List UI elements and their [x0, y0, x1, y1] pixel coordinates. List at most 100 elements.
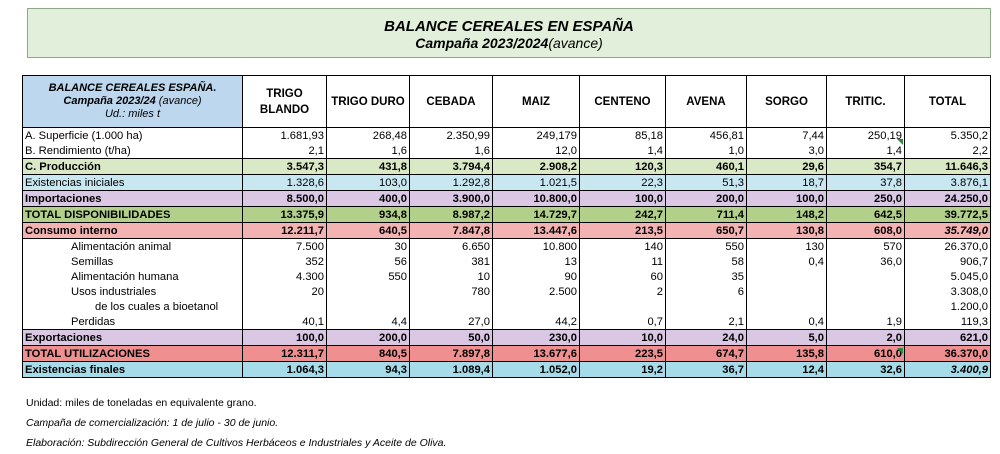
cell	[492, 299, 580, 314]
cell: 200,0	[665, 190, 747, 207]
cell: 223,5	[579, 345, 666, 362]
cell: 44,2	[492, 314, 580, 330]
cell-total: 24.250,0	[904, 190, 991, 207]
cell: 640,5	[326, 222, 410, 239]
row-alimentacion-animal: Alimentación animal 7.500 30 6.650 10.80…	[22, 238, 991, 254]
comment-marker-icon	[897, 139, 903, 145]
cell: 12,0	[492, 143, 580, 159]
cell: 2,0	[826, 329, 905, 346]
cell: 268,48	[326, 127, 410, 143]
page-title: BALANCE CEREALES EN ESPAÑA	[384, 18, 634, 35]
cell-total: 36.370,0	[904, 345, 991, 362]
row-importaciones: Importaciones 8.500,0 400,0 3.900,0 10.8…	[22, 190, 991, 207]
row-label: Existencias finales	[22, 361, 243, 378]
cell: 456,81	[665, 127, 747, 143]
cell: 8.987,2	[409, 206, 493, 223]
cell: 13.375,9	[242, 206, 327, 223]
cell: 85,18	[579, 127, 666, 143]
row-label: Perdidas	[22, 314, 243, 330]
cell	[409, 299, 493, 314]
cell: 1.021,5	[492, 174, 580, 191]
row-label: de los cuales a bioetanol	[22, 299, 243, 314]
cell: 0,7	[579, 314, 666, 330]
col-header-cebada: CEBADA	[409, 75, 493, 128]
cell: 130	[746, 238, 827, 254]
cell: 50,0	[409, 329, 493, 346]
cell: 1.089,4	[409, 361, 493, 378]
cell: 1.681,93	[242, 127, 327, 143]
cell	[826, 284, 905, 299]
cell: 4,4	[326, 314, 410, 330]
row-total-utilizaciones: TOTAL UTILIZACIONES 12.311,7 840,5 7.897…	[22, 345, 991, 362]
col-header-maiz: MAIZ	[492, 75, 580, 128]
col-header-total: TOTAL	[904, 75, 991, 128]
cell: 100,0	[746, 190, 827, 207]
cell: 2	[579, 284, 666, 299]
cell: 4.300	[242, 269, 327, 284]
cell: 230,0	[492, 329, 580, 346]
cell: 100,0	[579, 190, 666, 207]
cell: 431,8	[326, 158, 410, 175]
cell: 2,1	[665, 314, 747, 330]
cell: 711,4	[665, 206, 747, 223]
cell: 37,8	[826, 174, 905, 191]
cell: 35	[665, 269, 747, 284]
cell: 1.064,3	[242, 361, 327, 378]
cell: 674,7	[665, 345, 747, 362]
cell: 94,3	[326, 361, 410, 378]
cell-total: 5.045,0	[904, 269, 991, 284]
row-exportaciones: Exportaciones 100,0 200,0 50,0 230,0 10,…	[22, 329, 991, 346]
note-campaign: Campaña de comercialización: 1 de julio …	[26, 417, 279, 429]
row-consumo-interno: Consumo interno 12.211,7 640,5 7.847,8 1…	[22, 222, 991, 239]
cell: 2.500	[492, 284, 580, 299]
cell: 7.897,8	[409, 345, 493, 362]
cell: 249,179	[492, 127, 580, 143]
cell-total: 1.200,0	[904, 299, 991, 314]
cell: 1.292,8	[409, 174, 493, 191]
row-usos-industriales: Usos industriales 20 780 2.500 2 6 3.308…	[22, 284, 991, 299]
cell: 381	[409, 254, 493, 269]
row-label: Existencias iniciales	[22, 174, 243, 191]
row-alimentacion-humana: Alimentación humana 4.300 550 10 90 60 3…	[22, 269, 991, 284]
cell: 13.677,6	[492, 345, 580, 362]
page-subtitle: Campaña 2023/2024(avance)	[28, 35, 990, 52]
cell-total: 5.350,2	[904, 127, 991, 143]
cell: 148,2	[746, 206, 827, 223]
cell-total: 35.749,0	[904, 222, 991, 239]
header-row: BALANCE CEREALES ESPAÑA. Campaña 2023/24…	[22, 75, 991, 128]
cell: 90	[492, 269, 580, 284]
cell	[826, 299, 905, 314]
cell: 354,7	[826, 158, 905, 175]
cell: 32,6	[826, 361, 905, 378]
row-label: B. Rendimiento (t/ha)	[22, 143, 243, 159]
cell: 100,0	[242, 329, 327, 346]
row-label: TOTAL DISPONIBILIDADES	[22, 206, 243, 223]
row-label: Alimentación humana	[22, 269, 243, 284]
col-header-avena: AVENA	[665, 75, 747, 128]
cell-total: 3.400,9	[904, 361, 991, 378]
corner-campaign-suffix: (avance)	[158, 95, 202, 107]
cell: 250,0	[826, 190, 905, 207]
cell: 650,7	[665, 222, 747, 239]
cell: 11	[579, 254, 666, 269]
row-label: Exportaciones	[22, 329, 243, 346]
cell: 550	[326, 269, 410, 284]
footnotes: Unidad: miles de toneladas en equivalent…	[26, 393, 446, 453]
cell: 120,3	[579, 158, 666, 175]
cell: 213,5	[579, 222, 666, 239]
col-header-tritic: TRITIC.	[826, 75, 905, 128]
cell: 780	[409, 284, 493, 299]
row-label: Importaciones	[22, 190, 243, 207]
cell	[746, 269, 827, 284]
cell: 1,6	[326, 143, 410, 159]
cell: 7,44	[746, 127, 827, 143]
cell: 460,1	[665, 158, 747, 175]
cell: 242,7	[579, 206, 666, 223]
cell: 2.908,2	[492, 158, 580, 175]
cell: 550	[665, 238, 747, 254]
cell: 3.547,3	[242, 158, 327, 175]
cell: 352	[242, 254, 327, 269]
cell: 140	[579, 238, 666, 254]
cell: 30	[326, 238, 410, 254]
cell	[665, 299, 747, 314]
